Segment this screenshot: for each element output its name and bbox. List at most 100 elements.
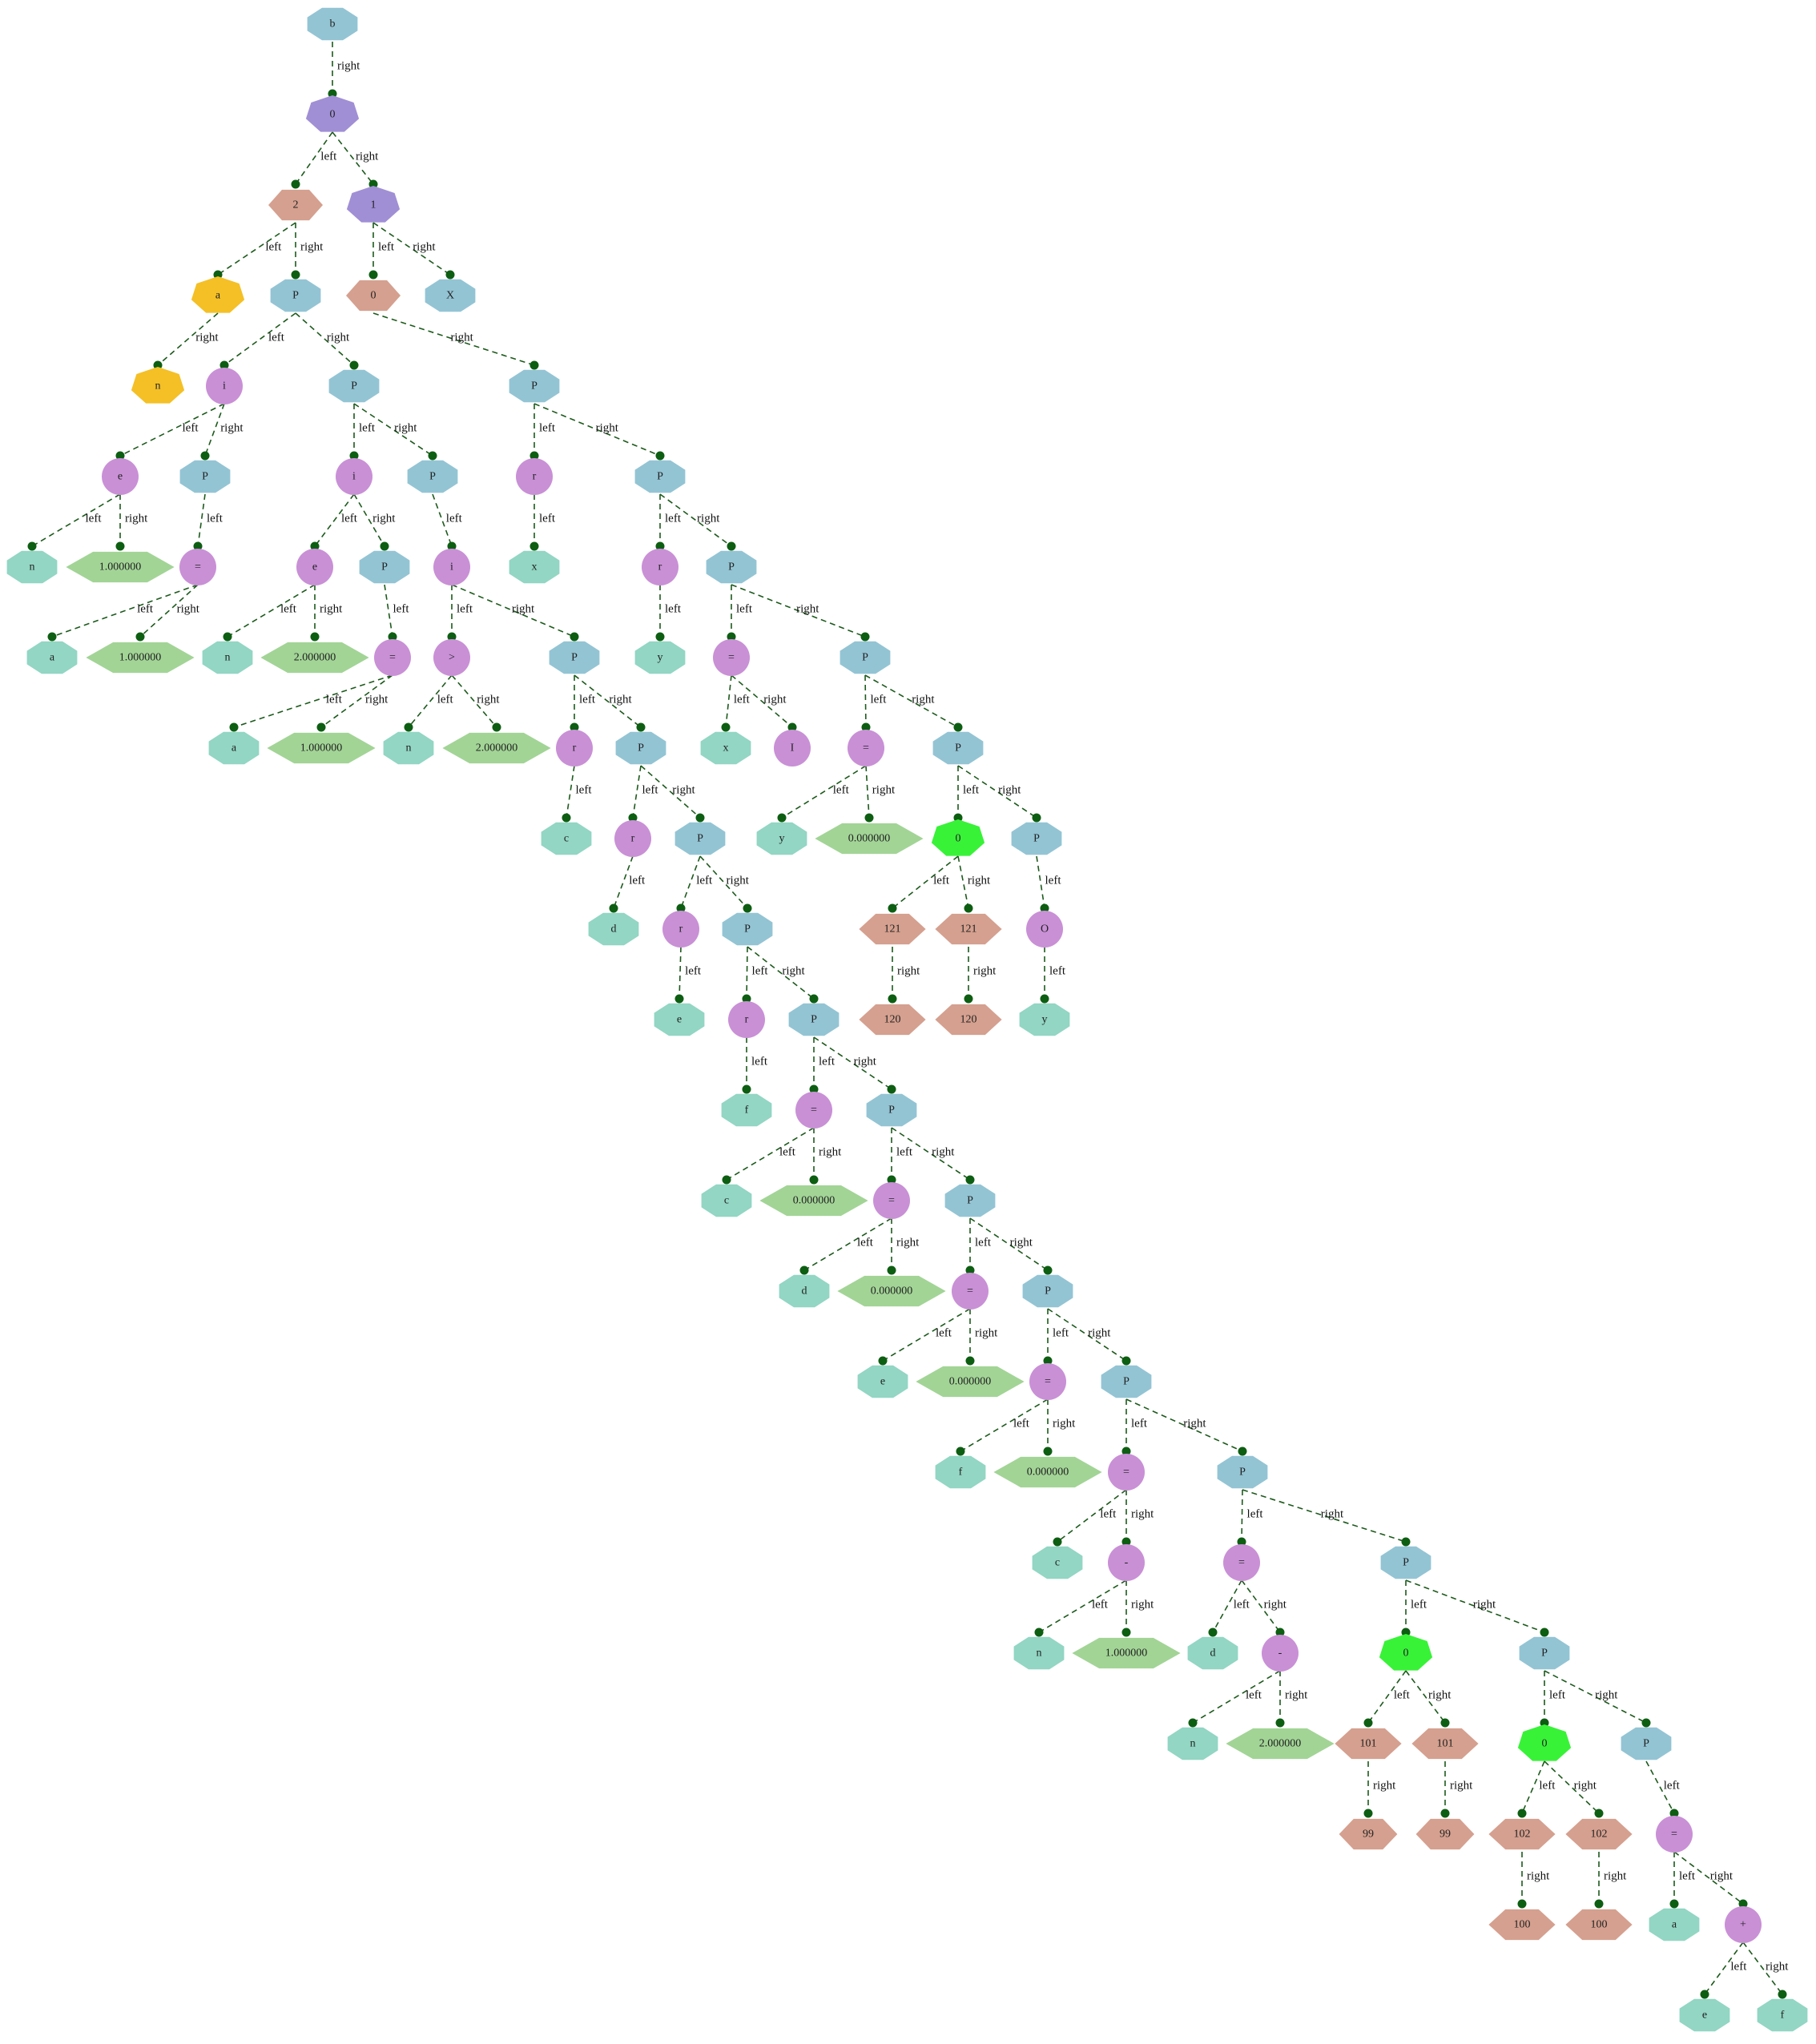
node-shape [815, 823, 924, 855]
node-label: f [959, 1467, 963, 1479]
node-label: r [533, 471, 537, 483]
edge-left: left [1188, 1670, 1281, 1728]
tree-node-hex: 1.000000 [86, 642, 195, 674]
node-label: = [863, 742, 869, 754]
tree-node-oct: P [722, 912, 773, 946]
tree-node-hex: 0.000000 [837, 1275, 946, 1307]
edge-label: left [207, 512, 223, 525]
node-label: > [449, 652, 455, 664]
node-label: i [352, 471, 356, 483]
edge-left: left [291, 131, 337, 189]
node-shape [268, 189, 323, 221]
edge-left: left [384, 584, 409, 642]
node-label: P [811, 1014, 817, 1026]
tree-node-oct: P [866, 1093, 917, 1127]
edge-label: right [1264, 1598, 1287, 1611]
node-label: 121 [960, 923, 977, 935]
node-label: 1 [371, 199, 376, 211]
edge-left: left [310, 493, 358, 551]
node-label: 101 [1360, 1738, 1377, 1750]
tree-node-circle: - [1108, 1544, 1145, 1581]
node-shape [1679, 1998, 1730, 2032]
edge-left: left [1034, 1579, 1127, 1637]
edge-arrowhead-dot [964, 903, 973, 913]
tree-node-circle: r [728, 1001, 765, 1038]
tree-node-circle: = [1656, 1816, 1693, 1853]
edge-label: left [696, 874, 713, 887]
node-shape [346, 280, 401, 312]
tree-node-circle: = [374, 639, 411, 676]
node-label: n [155, 380, 161, 392]
node-shape [935, 1455, 986, 1489]
node-shape [1262, 1635, 1299, 1672]
edge-label: right [727, 874, 750, 887]
edge-label: right [327, 331, 350, 344]
edge-arrowhead-dot [742, 1084, 751, 1094]
node-label: I [791, 742, 795, 754]
edge-line [51, 584, 199, 638]
node-shape [346, 186, 401, 223]
edge-right: right [1405, 1670, 1452, 1728]
node-label: = [1671, 1829, 1677, 1841]
edge-left: left [223, 584, 316, 642]
tree-node-oct: P [1380, 1546, 1431, 1579]
node-label: = [195, 561, 201, 573]
edge-arrowhead-dot [1594, 1899, 1604, 1909]
node-shape [700, 731, 751, 765]
edge-arrowhead-dot [1237, 1537, 1246, 1547]
edge-arrowhead-dot [809, 1175, 819, 1185]
node-label: 99 [1440, 1829, 1451, 1841]
edge-label: right [854, 1055, 877, 1068]
edge-arrowhead-dot [1238, 1446, 1247, 1456]
node-shape [1757, 1998, 1808, 2032]
node-label: 2.000000 [1259, 1738, 1302, 1750]
edge-line [31, 493, 121, 547]
node-shape [433, 549, 470, 585]
edge-arrowhead-dot [135, 632, 145, 642]
node-shape [1488, 1909, 1556, 1941]
edge-label: left [629, 874, 646, 887]
edge-arrowhead-dot [115, 541, 125, 551]
tree-node-oct: P [932, 731, 984, 765]
edge-label: left [779, 1145, 796, 1158]
edge-arrowhead-dot [1121, 1628, 1131, 1637]
edge-arrowhead-dot [1641, 1718, 1651, 1728]
node-label: P [292, 290, 299, 302]
edge-right: right [813, 1036, 896, 1094]
edge-right: right [135, 584, 200, 642]
node-shape [260, 642, 369, 674]
edge-label: right [897, 964, 920, 977]
tree-node-oct: P [674, 822, 726, 855]
edge-label: left [1131, 1417, 1148, 1430]
node-label: P [1033, 833, 1040, 845]
edge-right: right [1043, 1399, 1076, 1456]
edge-label: left [539, 512, 556, 525]
node-shape [1656, 1816, 1693, 1853]
edge-left: left [1363, 1670, 1411, 1728]
edge-label: left [642, 783, 659, 796]
node-shape [1011, 822, 1062, 855]
edge-line [865, 765, 870, 819]
node-label: 2 [293, 199, 299, 211]
edge-right: right [451, 674, 501, 732]
node-shape [873, 1182, 910, 1219]
edge-label: left [326, 693, 343, 706]
edge-left: left [861, 674, 887, 732]
edge-right: right [328, 42, 360, 99]
edge-label: right [1088, 1326, 1111, 1339]
edge-line [372, 222, 451, 276]
node-shape [433, 639, 470, 676]
node-shape [728, 1001, 765, 1038]
node-label: 1.000000 [119, 652, 162, 664]
node-shape [866, 1093, 917, 1127]
edge-arrowhead-dot [1053, 1537, 1062, 1547]
edge-arrowhead-dot [1363, 1809, 1373, 1818]
node-label: P [728, 561, 735, 573]
tree-node-oct: y [1019, 1003, 1070, 1036]
edge-label: left [685, 964, 702, 977]
edge-label: left [1053, 1326, 1069, 1339]
node-shape [1380, 1546, 1431, 1579]
node-shape [935, 913, 1002, 945]
tree-node-hept: n [131, 367, 185, 404]
edge-label: left [933, 874, 950, 887]
